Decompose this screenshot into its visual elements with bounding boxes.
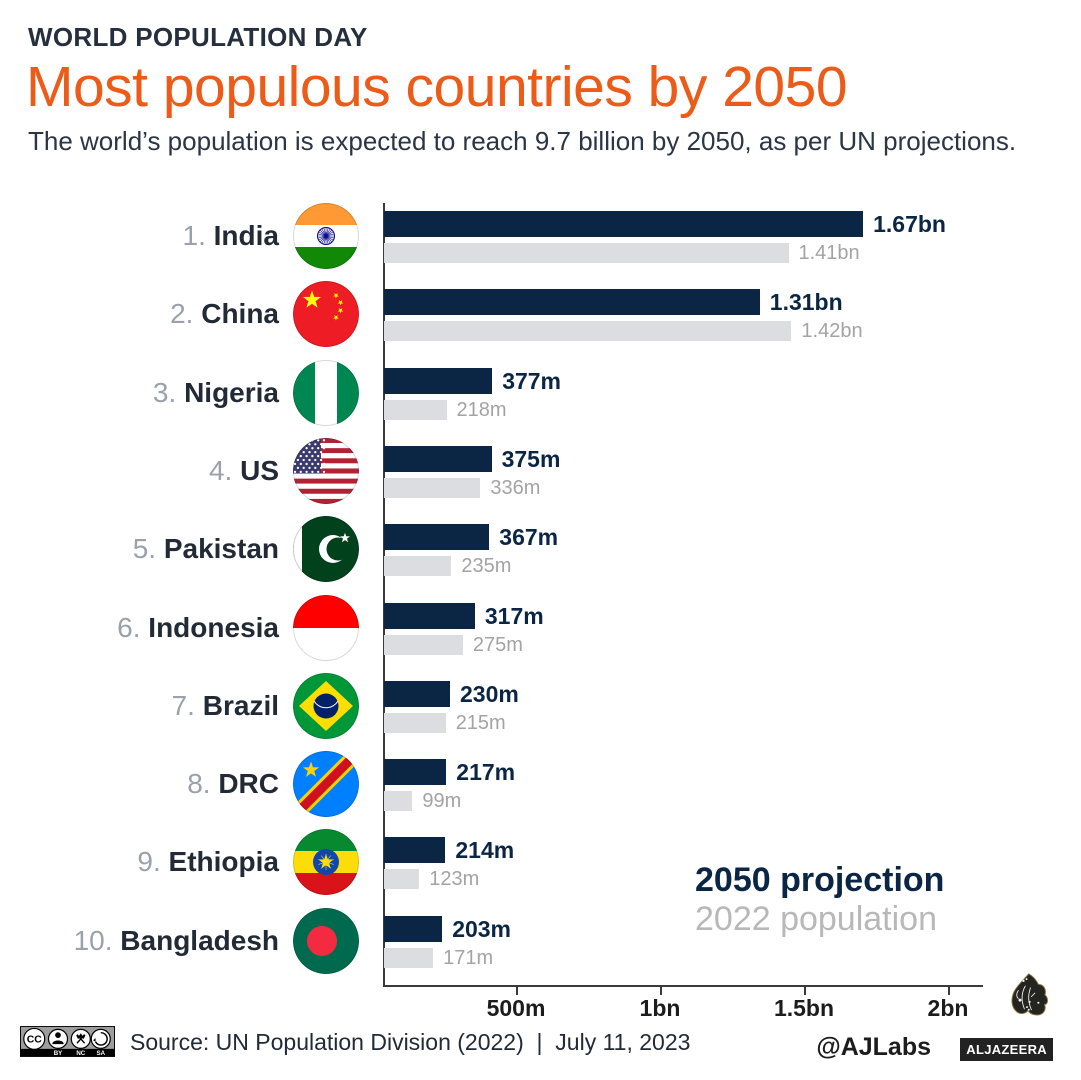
svg-text:CC: CC	[27, 1035, 43, 1046]
svg-text:BY: BY	[54, 1050, 63, 1057]
svg-text:NC: NC	[76, 1050, 85, 1057]
svg-text:SA: SA	[96, 1050, 105, 1057]
